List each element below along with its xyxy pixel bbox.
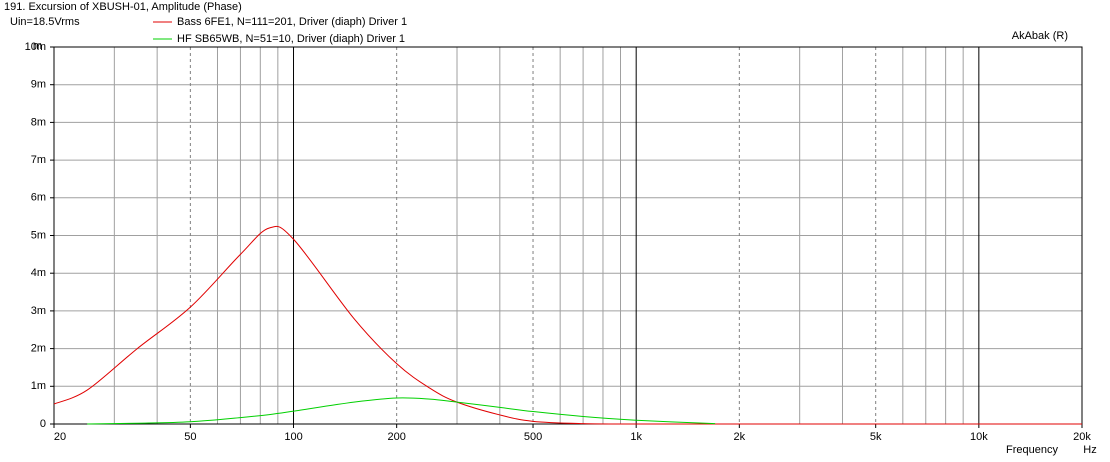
y-tick-label: 8m <box>31 116 46 128</box>
watermark: AkAbak (R) <box>1012 30 1068 42</box>
x-tick-label: 500 <box>524 431 542 443</box>
x-tick-label: 2k <box>734 431 746 443</box>
x-tick-label: 200 <box>387 431 405 443</box>
legend-label: HF SB65WB, N=51=10, Driver (diaph) Drive… <box>177 33 405 45</box>
y-tick-label: 2m <box>31 343 46 355</box>
x-tick-label: 50 <box>184 431 196 443</box>
x-unit: Hz <box>1083 444 1096 456</box>
data-line <box>87 397 716 425</box>
y-tick-label: 5m <box>31 229 46 241</box>
plot-frame <box>53 46 1083 425</box>
x-tick-label: 20 <box>54 431 66 443</box>
y-tick-label: 4m <box>31 267 46 279</box>
x-tick-label: 10k <box>970 431 988 443</box>
y-tick-label: 7m <box>31 154 46 166</box>
x-label: Frequency <box>1006 444 1058 456</box>
x-tick-label: 1k <box>630 431 642 443</box>
data-line <box>53 225 1082 425</box>
x-tick-label: 5k <box>870 431 882 443</box>
x-tick-label: 100 <box>284 431 302 443</box>
legend-label: Bass 6FE1, N=111=201, Driver (diaph) Dri… <box>177 16 407 28</box>
y-tick-label: 10m <box>25 41 46 53</box>
chart-title: 191. Excursion of XBUSH-01, Amplitude (P… <box>4 1 242 13</box>
y-tick-label: 3m <box>31 305 46 317</box>
y-tick-label: 0 <box>40 418 46 430</box>
y-tick-label: 9m <box>31 79 46 91</box>
x-tick-label: 20k <box>1073 431 1091 443</box>
y-tick-label: 1m <box>31 380 46 392</box>
chart-subtitle: Uin=18.5Vrms <box>10 16 80 28</box>
y-unit: m <box>33 40 42 52</box>
y-tick-label: 6m <box>31 192 46 204</box>
